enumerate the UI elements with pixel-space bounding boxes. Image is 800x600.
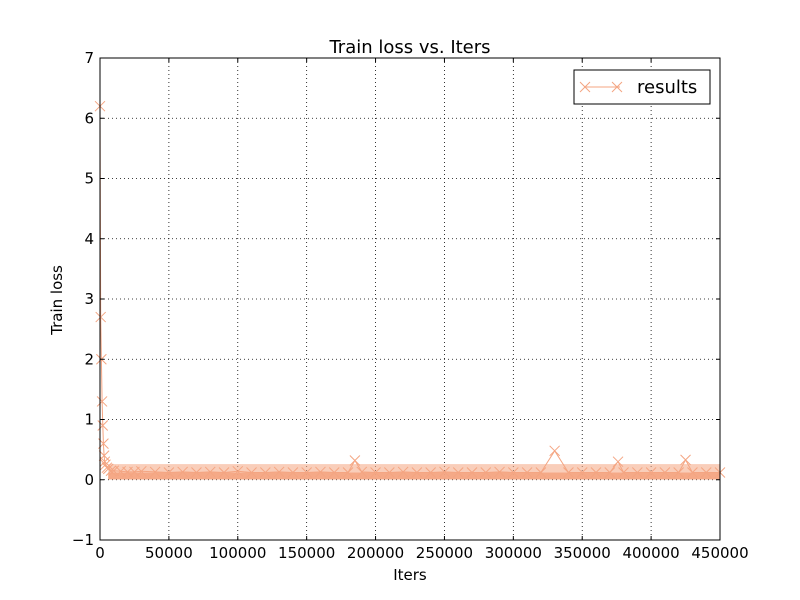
data-point-marker	[466, 467, 478, 478]
data-point-marker	[687, 467, 698, 478]
data-point-marker	[301, 467, 313, 478]
x-tick-label: 350000	[554, 544, 611, 562]
x-tick-label: 400000	[622, 544, 679, 562]
data-point-marker	[287, 467, 299, 478]
x-tick-label: 250000	[416, 544, 473, 562]
y-tick-label: 4	[84, 230, 94, 248]
data-point-marker	[163, 467, 175, 478]
y-tick-label: 6	[84, 109, 94, 127]
data-point-marker	[521, 467, 533, 478]
data-point-marker	[218, 467, 230, 478]
data-point-marker	[645, 467, 657, 478]
y-tick-label: −1	[72, 531, 94, 549]
data-point-marker	[452, 467, 464, 478]
legend-marker	[579, 81, 623, 93]
data-point-marker	[191, 467, 202, 478]
data-point-marker	[576, 467, 588, 478]
x-tick-label: 450000	[691, 544, 748, 562]
data-point-marker	[700, 467, 712, 478]
data-point-marker	[328, 467, 340, 478]
axis-ticks: 0 50000 100000 150000 200000 250000 300000 3500…	[72, 49, 749, 562]
data-point-marker	[618, 467, 629, 478]
data-point-marker	[494, 466, 505, 478]
data-point-marker	[439, 466, 450, 478]
data-point-marker	[549, 445, 561, 457]
y-tick-label: 0	[84, 471, 94, 489]
data-point-marker	[507, 467, 519, 478]
data-point-marker	[612, 456, 624, 468]
data-point-marker	[105, 465, 117, 477]
x-tick-label: 150000	[278, 544, 335, 562]
data-point-marker	[590, 467, 602, 478]
data-point-marker	[96, 396, 108, 407]
data-point-marker	[99, 456, 111, 468]
data-point-marker	[349, 455, 361, 466]
y-tick-label: 1	[84, 411, 94, 429]
data-point-marker	[315, 466, 326, 478]
data-point-marker	[259, 467, 271, 478]
data-point-marker	[273, 466, 285, 478]
data-point-marker	[95, 311, 107, 323]
data-point-marker	[535, 467, 547, 478]
data-point-marker	[177, 466, 189, 478]
data-point-marker	[370, 467, 381, 478]
data-point-marker	[135, 465, 147, 477]
y-axis-label: Train loss	[48, 265, 66, 336]
data-point-marker	[604, 467, 616, 478]
data-point-marker	[631, 467, 643, 478]
data-point-marker	[383, 467, 395, 478]
x-tick-label: 200000	[347, 544, 404, 562]
data-point-marker	[232, 465, 244, 477]
y-tick-label: 5	[84, 170, 94, 188]
series-line-results	[99, 106, 720, 474]
y-tick-label: 2	[84, 350, 94, 368]
x-axis-label: Iters	[393, 566, 427, 584]
y-tick-label: 3	[84, 290, 94, 308]
data-point-marker	[563, 467, 574, 478]
data-point-marker	[356, 466, 368, 478]
legend: results	[573, 69, 711, 105]
x-tick-label: 300000	[485, 544, 542, 562]
data-point-marker	[659, 467, 671, 478]
x-tick-label: 100000	[209, 544, 266, 562]
data-point-marker	[425, 467, 437, 478]
data-point-marker	[397, 466, 409, 478]
data-point-marker	[480, 467, 492, 478]
data-point-marker	[149, 466, 161, 478]
chart-title: Train loss vs. Iters	[328, 37, 490, 58]
x-tick-label: 0	[95, 544, 105, 562]
data-point-marker	[411, 467, 423, 478]
data-point-marker	[680, 454, 691, 466]
data-point-marker	[673, 467, 685, 478]
data-point-marker	[97, 420, 109, 431]
y-tick-label: 7	[84, 49, 94, 67]
series-results	[94, 100, 726, 478]
data-point-marker	[246, 467, 257, 478]
legend-label-results: results	[637, 77, 697, 98]
data-point-marker	[204, 466, 216, 478]
x-tick-label: 50000	[145, 544, 193, 562]
data-point-marker	[342, 467, 354, 478]
